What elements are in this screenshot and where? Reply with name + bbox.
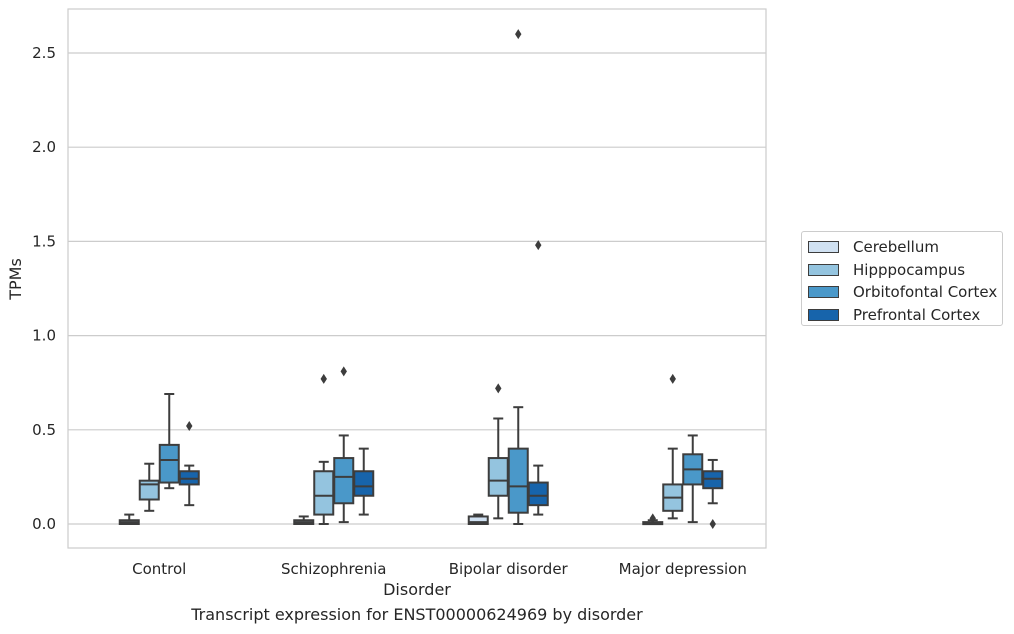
box-iqr [333,457,355,505]
legend-swatch [808,308,839,321]
x-tick-labels: Control Schizophrenia Bipolar disorder Majo… [132,560,747,578]
box-orbitofontal-cortex [158,393,180,490]
y-tick-label: 1.0 [32,327,56,345]
legend-swatch [808,241,839,254]
box-cerebellum [118,513,140,525]
x-tick-label: Bipolar disorder [449,560,569,578]
box-prefrontal-cortex [527,240,549,516]
box-prefrontal-cortex [353,447,375,516]
outlier-point [186,421,193,432]
box-hipppocampus [487,383,509,520]
box-cerebellum [293,515,315,525]
legend-swatch [808,263,839,276]
outlier-point [340,366,347,377]
legend-label: Prefrontal Cortex [853,305,981,324]
outlier-point [649,513,656,524]
box-iqr [313,470,335,516]
box-hipppocampus [313,373,335,525]
box-cerebellum [467,513,489,525]
outlier-point [495,383,502,394]
x-tick-label: Major depression [619,560,747,578]
box-iqr [158,443,180,484]
y-axis-title: TPMs [6,258,25,301]
y-tick-labels: 0.0 0.5 1.0 1.5 2.0 2.5 [32,44,56,533]
box-orbitofontal-cortex [682,434,704,524]
box-plot-chart: 0.0 0.5 1.0 1.5 2.0 2.5 Control Schizophrenia B… [6,8,767,599]
y-tick-label: 2.5 [32,44,56,62]
box-iqr [467,515,489,525]
outlier-point [669,373,676,384]
legend: Cerebellum Hipppocampus Orbitofontal Corte… [801,231,1003,326]
legend-item: Orbitofontal Cortex [808,281,1002,304]
y-tick-label: 0.5 [32,421,56,439]
legend-label: Cerebellum [853,238,939,257]
legend-swatch [808,286,839,299]
plot-area [67,8,767,549]
legend-label: Hipppocampus [853,260,966,279]
legend-item: Cerebellum [808,236,1002,259]
box-iqr [353,470,375,497]
y-tick-label: 0.0 [32,515,56,533]
figure-caption: Transcript expression for ENST0000062496… [191,605,643,624]
box-cerebellum [642,513,664,526]
y-tick-label: 1.5 [32,232,56,250]
box-hipppocampus [662,373,684,520]
outlier-point [535,240,542,251]
box-hipppocampus [138,462,160,512]
legend-item: Hipppocampus [808,259,1002,282]
box-iqr [527,481,549,507]
box-prefrontal-cortex [702,458,724,529]
box-orbitofontal-cortex [507,29,529,525]
box-iqr [507,447,529,514]
outlier-point [320,373,327,384]
box-prefrontal-cortex [178,421,200,507]
legend-item: Prefrontal Cortex [808,304,1002,327]
outlier-point [515,29,522,40]
box-orbitofontal-cortex [333,366,355,524]
box-series [118,29,724,529]
outlier-point [709,519,716,529]
x-tick-label: Control [132,560,186,578]
x-tick-label: Schizophrenia [281,560,386,578]
legend-label: Orbitofontal Cortex [853,283,998,302]
y-tick-label: 2.0 [32,138,56,156]
x-axis-title: Disorder [383,580,451,599]
box-iqr [487,457,509,497]
